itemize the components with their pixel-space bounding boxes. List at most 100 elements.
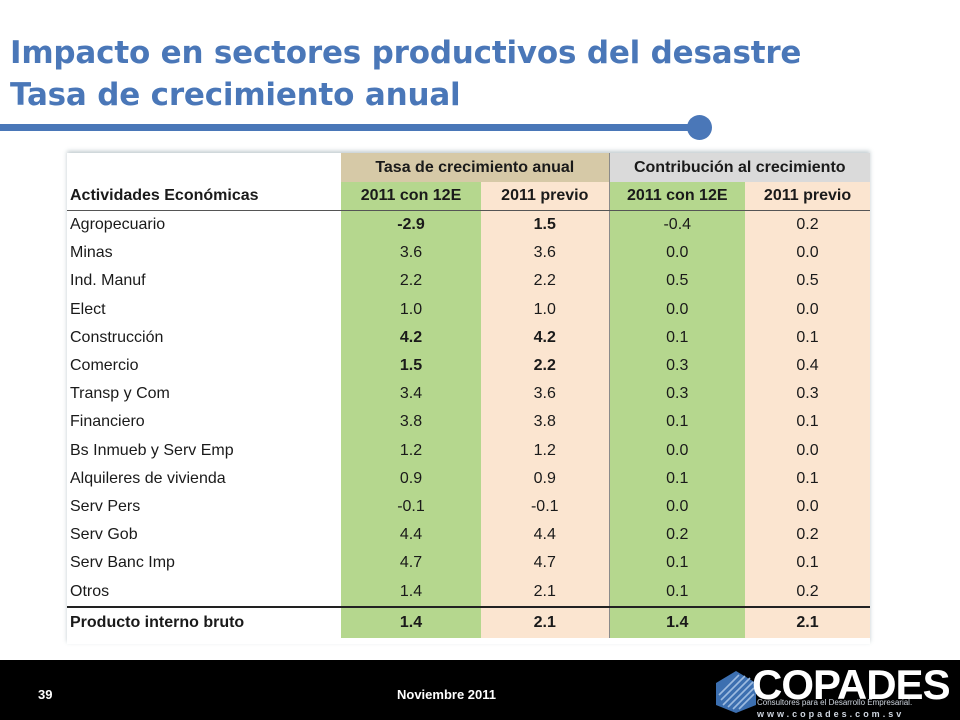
sub-header-tasa-previo: 2011 previo (481, 182, 610, 211)
cell-value: 0.0 (609, 239, 746, 268)
growth-table-container: Tasa de crecimiento anual Contribución a… (67, 153, 871, 644)
cell-value: 4.4 (341, 521, 481, 550)
cell-value: 0.3 (609, 351, 746, 381)
cell-value: 3.6 (341, 239, 481, 268)
table-total-row: Producto interno bruto 1.4 2.1 1.4 2.1 (67, 605, 871, 638)
cell-value: 3.8 (341, 408, 481, 437)
cell-value: 2.2 (481, 351, 610, 381)
row-label: Bs Inmueb y Serv Emp (67, 436, 341, 465)
total-value: 2.1 (481, 605, 610, 638)
table-corner-cell (67, 153, 341, 182)
cell-value: 0.2 (745, 210, 871, 240)
title-underline (0, 124, 700, 131)
logo-website: www.copades.com.sv (757, 709, 905, 719)
cell-value: 1.0 (481, 295, 610, 324)
table-row: Serv Banc Imp 4.7 4.7 0.1 0.1 (67, 549, 871, 578)
row-label: Construcción (67, 323, 341, 352)
cell-value: 0.1 (745, 323, 871, 352)
cell-value: 3.6 (481, 239, 610, 268)
group-header-contribucion: Contribución al crecimiento (609, 153, 871, 182)
cell-value: 0.0 (745, 492, 871, 522)
page-number: 39 (38, 687, 53, 702)
row-label: Transp y Com (67, 380, 341, 409)
cell-value: 1.5 (341, 351, 481, 381)
slide-title: Impacto en sectores productivos del desa… (10, 32, 801, 116)
cell-value: 0.1 (609, 464, 746, 493)
table-row: Comercio 1.5 2.2 0.3 0.4 (67, 351, 871, 381)
cell-value: 0.1 (609, 323, 746, 352)
cell-value: 0.1 (609, 549, 746, 578)
slide-title-line-2: Tasa de crecimiento anual (10, 77, 461, 113)
table-row: Serv Gob 4.4 4.4 0.2 0.2 (67, 521, 871, 550)
row-label: Otros (67, 577, 341, 607)
sub-header-contrib-con-12e: 2011 con 12E (609, 182, 746, 211)
table-row: Financiero 3.8 3.8 0.1 0.1 (67, 408, 871, 437)
cell-value: 0.0 (745, 436, 871, 465)
table-row: Construcción 4.2 4.2 0.1 0.1 (67, 323, 871, 352)
cell-value: 0.5 (609, 267, 746, 296)
cell-value: 4.7 (341, 549, 481, 578)
row-label: Serv Gob (67, 521, 341, 550)
cell-value: 1.0 (341, 295, 481, 324)
cell-value: 1.2 (341, 436, 481, 465)
cell-value: 0.9 (481, 464, 610, 493)
cell-value: 2.2 (341, 267, 481, 296)
footer-date: Noviembre 2011 (397, 687, 497, 702)
cell-value: 4.2 (341, 323, 481, 352)
sub-header-tasa-con-12e: 2011 con 12E (341, 182, 481, 211)
group-header-tasa: Tasa de crecimiento anual (341, 153, 610, 182)
footer-bar (0, 660, 960, 720)
cell-value: 4.7 (481, 549, 610, 578)
growth-table: Tasa de crecimiento anual Contribución a… (67, 153, 871, 638)
row-label: Comercio (67, 351, 341, 381)
row-header-label: Actividades Económicas (67, 182, 341, 211)
table-row: Bs Inmueb y Serv Emp 1.2 1.2 0.0 0.0 (67, 436, 871, 465)
cell-value: 0.0 (745, 239, 871, 268)
total-row-label: Producto interno bruto (67, 605, 341, 638)
table-row: Serv Pers -0.1 -0.1 0.0 0.0 (67, 492, 871, 522)
cell-value: 0.4 (745, 351, 871, 381)
copades-logo-icon (716, 671, 756, 713)
cell-value: 4.4 (481, 521, 610, 550)
total-value: 1.4 (341, 605, 481, 638)
cell-value: 1.4 (341, 577, 481, 607)
row-label: Financiero (67, 408, 341, 437)
cell-value: -2.9 (341, 210, 481, 240)
table-row: Transp y Com 3.4 3.6 0.3 0.3 (67, 380, 871, 409)
total-value: 2.1 (745, 605, 871, 638)
cell-value: 0.1 (745, 408, 871, 437)
row-label: Serv Banc Imp (67, 549, 341, 578)
row-label: Serv Pers (67, 492, 341, 522)
cell-value: 0.9 (341, 464, 481, 493)
logo-wordmark: COPADES (752, 661, 951, 708)
cell-value: 0.2 (745, 577, 871, 607)
cell-value: 0.2 (745, 521, 871, 550)
cell-value: 0.1 (745, 549, 871, 578)
table-row: Minas 3.6 3.6 0.0 0.0 (67, 239, 871, 268)
table-row: Agropecuario -2.9 1.5 -0.4 0.2 (67, 210, 871, 240)
cell-value: 0.3 (609, 380, 746, 409)
logo-tagline: Consultores para el Desarrollo Empresari… (757, 698, 913, 707)
cell-value: 2.1 (481, 577, 610, 607)
cell-value: 0.0 (609, 492, 746, 522)
cell-value: 1.2 (481, 436, 610, 465)
cell-value: 0.5 (745, 267, 871, 296)
slide-title-line-1: Impacto en sectores productivos del desa… (10, 35, 802, 71)
cell-value: 0.2 (609, 521, 746, 550)
cell-value: 1.5 (481, 210, 610, 240)
table-row: Alquileres de vivienda 0.9 0.9 0.1 0.1 (67, 464, 871, 493)
cell-value: 4.2 (481, 323, 610, 352)
cell-value: 3.6 (481, 380, 610, 409)
cell-value: 0.0 (609, 436, 746, 465)
row-label: Alquileres de vivienda (67, 464, 341, 493)
cell-value: 0.1 (745, 464, 871, 493)
table-row: Otros 1.4 2.1 0.1 0.2 (67, 577, 871, 607)
cell-value: 0.0 (745, 295, 871, 324)
table-row: Elect 1.0 1.0 0.0 0.0 (67, 295, 871, 324)
row-label: Agropecuario (67, 210, 341, 240)
title-underline-dot (687, 115, 712, 140)
sub-header-contrib-previo: 2011 previo (745, 182, 871, 211)
cell-value: -0.1 (481, 492, 610, 522)
row-label: Elect (67, 295, 341, 324)
cell-value: 3.4 (341, 380, 481, 409)
